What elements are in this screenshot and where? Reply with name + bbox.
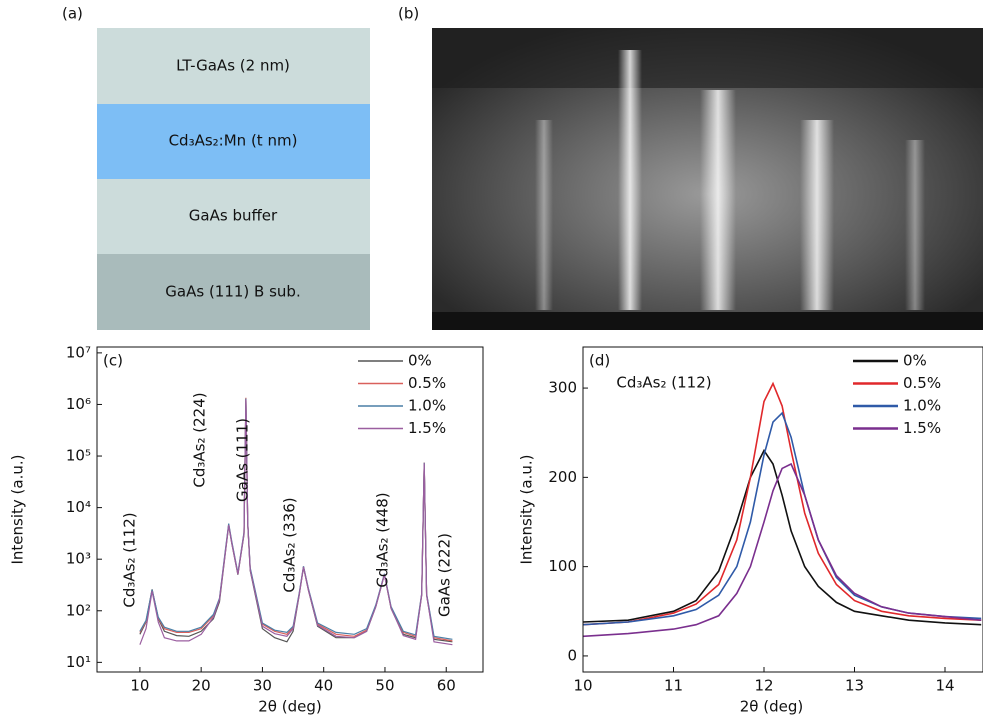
y-tick-label: 300 [548,379,577,397]
panel-label: (c) [103,352,123,370]
data-line [583,381,982,626]
x-tick-label: 13 [845,677,864,695]
data-line [583,449,982,626]
plot-frame [96,346,484,673]
y-axis-label: Intensity (a.u.) [9,455,27,565]
y-tick-label: 10⁷ [66,343,91,361]
y-tick-label: 10¹ [66,653,91,671]
x-tick-label: 50 [375,677,394,695]
y-tick-label: 200 [548,468,577,486]
legend-label: 1.5% [903,419,941,437]
x-tick-label: 60 [437,677,456,695]
panel-label: (a) [62,5,83,23]
annotation: Cd₃As₂ (448) [374,492,392,587]
y-tick-label: 100 [548,557,577,575]
y-tick-label: 10⁶ [66,395,91,413]
layer [97,254,370,330]
annotation: Cd₃As₂ (112) [121,512,139,607]
plot [139,397,453,646]
rheed-image [432,28,983,330]
panel-label: (d) [589,352,610,370]
legend-label: 0.5% [903,374,941,392]
y-tick-label: 10⁴ [66,498,91,516]
annotation: GaAs (111) [234,418,252,502]
plot-frame [582,346,983,673]
layer-label: LT-GaAs (2 nm) [176,57,290,75]
annotation: Cd₃As₂ (224) [191,392,209,487]
x-axis-label: 2θ (deg) [258,698,321,716]
annotation: Cd₃As₂ (336) [281,497,299,592]
y-tick-label: 10⁵ [66,447,91,465]
layer [97,28,370,104]
x-tick-label: 10 [130,677,149,695]
x-tick-label: 40 [314,677,333,695]
plot [583,381,982,638]
data-line [139,398,453,640]
data-line [139,399,453,646]
y-axis-label: Intensity (a.u.) [518,455,536,565]
annotation: GaAs (222) [436,533,454,617]
data-line [583,411,982,626]
x-tick-label: 12 [754,677,773,695]
legend-label: 1.0% [408,397,446,415]
layer-label: GaAs (111) B sub. [165,283,300,301]
legend-label: 0.5% [408,374,446,392]
layer [97,179,370,254]
data-line [583,462,982,638]
y-tick-label: 10² [66,601,91,619]
y-tick-label: 0 [567,646,577,664]
x-tick-label: 10 [573,677,592,695]
x-tick-label: 20 [192,677,211,695]
x-tick-label: 11 [664,677,683,695]
x-axis-label: 2θ (deg) [740,698,803,716]
x-tick-label: 30 [253,677,272,695]
legend-label: 0% [903,352,927,370]
legend-label: 0% [408,352,432,370]
y-tick-label: 10³ [66,550,91,568]
panel-label: (b) [398,5,419,23]
layer-label: GaAs buffer [189,207,278,225]
layer [97,104,370,179]
legend-label: 1.0% [903,397,941,415]
layer-label: Cd₃As₂:Mn (t nm) [169,132,298,150]
legend-label: 1.5% [408,419,446,437]
x-tick-label: 14 [935,677,954,695]
annotation: Cd₃As₂ (112) [616,374,711,392]
